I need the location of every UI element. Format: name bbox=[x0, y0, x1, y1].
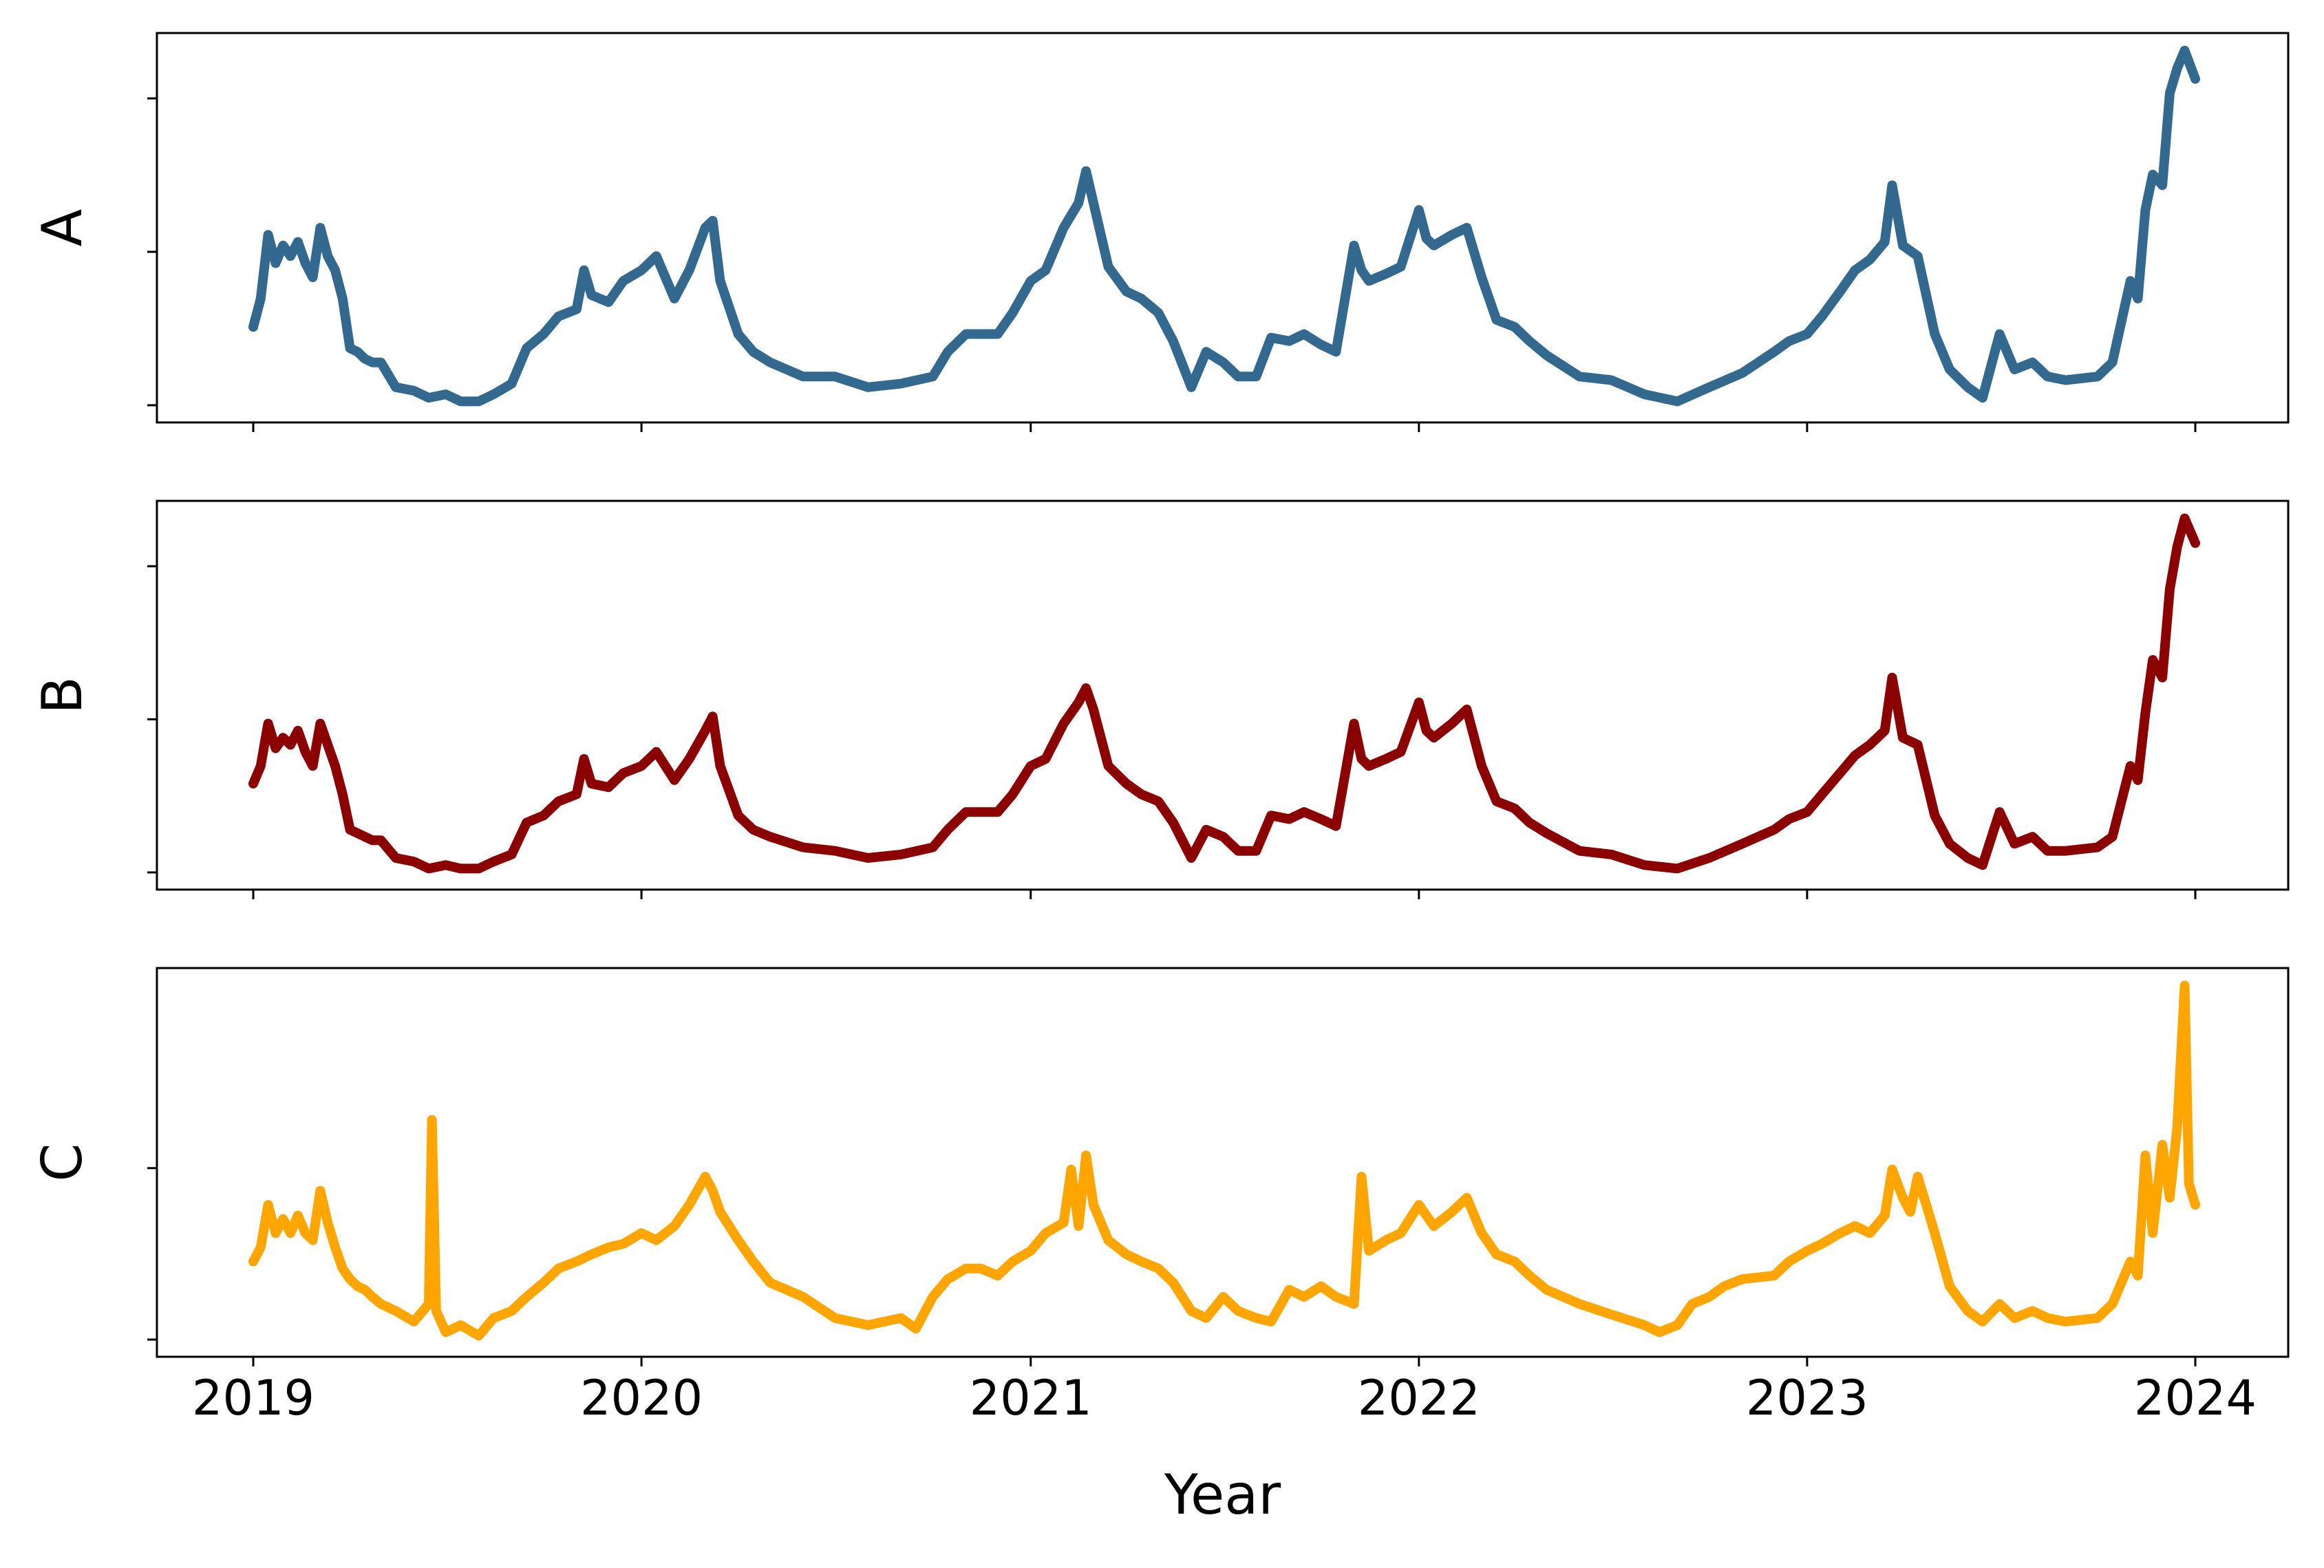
series-line-C bbox=[248, 980, 2200, 1341]
axes-frame-B bbox=[156, 500, 2290, 891]
x-tick-label: 2020 bbox=[580, 1370, 703, 1426]
x-tick-label: 2021 bbox=[970, 1370, 1092, 1426]
y-axis-label-B: B bbox=[30, 676, 94, 714]
axes-frame-C bbox=[156, 967, 2290, 1358]
axes-frame-A bbox=[156, 32, 2290, 424]
y-axis-label-A: A bbox=[30, 208, 94, 246]
y-axis-label-C: C bbox=[30, 1143, 94, 1182]
x-tick-label: 2024 bbox=[2134, 1370, 2257, 1426]
x-tick-label: 2019 bbox=[192, 1370, 315, 1426]
x-axis-label: Year bbox=[1164, 1463, 1281, 1527]
series-line-B bbox=[248, 513, 2200, 874]
x-tick-label: 2023 bbox=[1746, 1370, 1868, 1426]
series-line-A bbox=[248, 45, 2200, 407]
x-tick-label: 2022 bbox=[1358, 1370, 1480, 1426]
